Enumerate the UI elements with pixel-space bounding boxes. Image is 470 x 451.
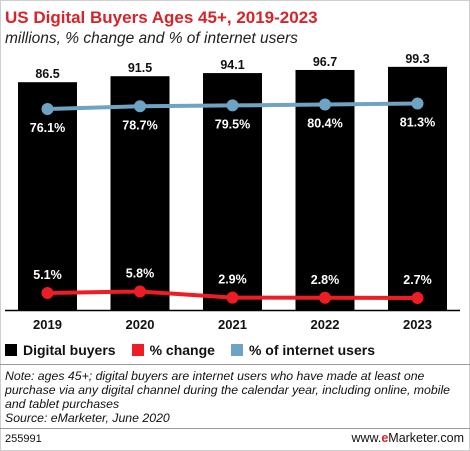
x-tick-label: 2019 [33,317,62,332]
source-text: Source: eMarketer, June 2020 [5,411,170,425]
bar [18,82,77,310]
bar-value-label: 91.5 [128,61,152,75]
legend-swatch-digital-buyers [5,344,17,356]
bar-value-label: 99.3 [405,52,429,66]
brand-prefix: www. [351,431,382,445]
legend-label: Digital buyers [23,342,116,358]
brand-suffix: Marketer.com [388,431,464,445]
chart-legend: Digital buyers % change % of internet us… [5,342,391,358]
point-pct-internet-users [319,98,331,111]
bar [110,76,170,310]
pct-internet-users-label: 78.7% [122,118,157,132]
point-pct-internet-users [134,100,146,113]
point-pct-change [411,292,424,304]
chart-title: US Digital Buyers Ages 45+, 2019-2023 [5,8,318,27]
bar-value-label: 94.1 [220,58,244,72]
legend-swatch-pct-change [131,344,144,356]
pct-change-label: 5.1% [33,268,62,282]
pct-change-label: 2.7% [403,273,432,287]
chart-id: 255991 [5,433,42,445]
pct-change-label: 5.8% [126,266,155,280]
bar-value-label: 86.5 [35,67,59,81]
divider [0,428,470,429]
note-text: Note: ages 45+; digital buyers are inter… [5,369,451,411]
point-pct-change [41,286,54,299]
point-pct-internet-users [226,99,239,112]
x-tick-label: 2023 [403,317,432,332]
point-pct-change [319,291,331,304]
legend-item-pct-internet-users: % of internet users [230,342,375,358]
legend-item-digital-buyers: Digital buyers [5,342,116,358]
legend-item-pct-change: % change [131,342,215,358]
pct-internet-users-label: 76.1% [30,121,65,135]
brand-mark: e [381,431,389,445]
x-tick-label: 2022 [311,317,340,332]
bar [203,73,262,310]
pct-internet-users-label: 79.5% [215,117,250,131]
legend-label: % of internet users [248,342,375,358]
x-tick-label: 2021 [218,317,247,332]
legend-label: % change [149,342,215,358]
point-pct-internet-users [411,97,424,110]
point-pct-change [134,285,146,298]
chart-plot: 86.5 91.5 94.1 96.7 99.3 2019 2020 2021 2022 2023… [5,52,460,332]
point-pct-internet-users [41,103,54,115]
x-tick-label: 2020 [126,317,155,332]
bar-value-label: 96.7 [313,55,337,69]
chart-subtitle: millions, % change and % of internet use… [5,30,298,47]
pct-internet-users-label: 81.3% [400,116,435,130]
divider [0,364,470,365]
pct-change-label: 2.8% [311,273,340,287]
pct-change-label: 2.9% [218,273,247,287]
point-pct-change [226,291,239,304]
legend-swatch-pct-internet-users [230,344,243,356]
footnote: Note: ages 45+; digital buyers are inter… [5,369,460,425]
pct-internet-users-label: 80.4% [307,116,342,130]
brand-logo: www.eMarketer.com [351,431,464,445]
